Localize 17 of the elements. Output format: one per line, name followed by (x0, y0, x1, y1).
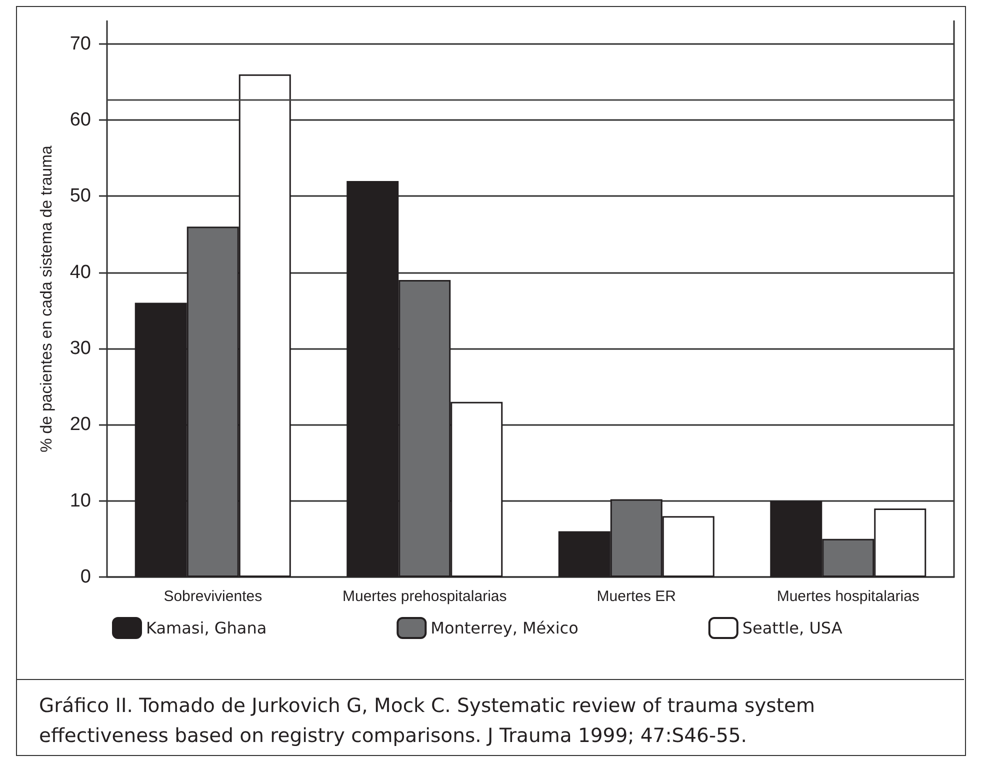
y-axis-title: % de pacientes en cada sistema de trauma (38, 145, 56, 452)
y-tick-label: 0 (80, 566, 91, 588)
y-tick-label: 50 (70, 186, 91, 207)
y-tick-label: 40 (70, 262, 91, 283)
x-tick-label: Muertes hospitalarias (776, 588, 920, 605)
x-tick-label: Sobrevivientes (164, 588, 262, 605)
x-tick-label: Muertes prehospitalarias (342, 588, 507, 605)
y-tick-label: 30 (70, 338, 91, 360)
y-tick-label: 60 (70, 110, 91, 131)
legend-label: Monterrey, México (430, 618, 578, 638)
x-tick-label: Muertes ER (596, 588, 676, 605)
text: Gráfico II. Tomado de Jurkovich G, Mock C. Systematic review of trauma system effectiveness based on registry comparisons. J Trauma 1999; 47:S46-55. (39, 693, 816, 749)
legend-label: Kamasi, Ghana (146, 618, 267, 638)
legend-label: Seattle, USA (742, 618, 842, 638)
y-tick-label: 70 (70, 33, 91, 54)
y-tick-label: 10 (70, 490, 91, 512)
y-tick-label: 20 (70, 414, 91, 436)
